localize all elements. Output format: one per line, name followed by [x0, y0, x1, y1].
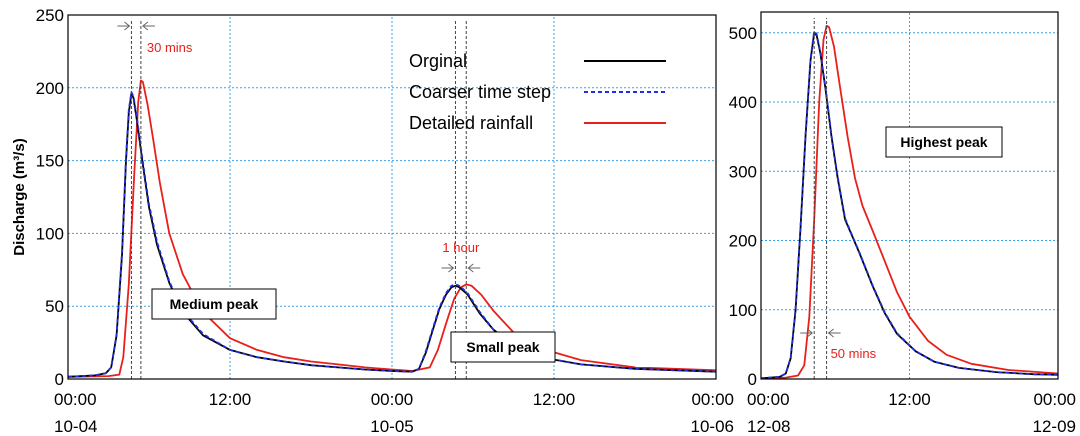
boxed-label-highest-peak: Highest peak — [885, 126, 1003, 158]
boxed-label-text: Small peak — [466, 339, 539, 355]
boxed-label-medium-peak: Medium peak — [151, 288, 277, 320]
right-chart-y-tick-label: 100 — [729, 301, 757, 320]
legend-entry-label: Orginal — [409, 51, 467, 71]
right-chart: 50 mins Highest peak 0 100 200 300 400 500 00:… — [729, 11, 1076, 436]
left-chart-interval-marker: 1 hour — [441, 240, 481, 273]
left-chart-interval-label: 30 mins — [147, 40, 193, 55]
boxed-label-frame — [885, 126, 1003, 158]
right-chart-x-tick-label: 12:00 — [888, 390, 931, 409]
left-chart-y-tick-label: 0 — [55, 370, 64, 389]
left-chart-interval-arrow-left — [441, 263, 455, 273]
left-chart-x-tick-labels: 00:00 10-04 12:00 00:00 10-05 12:00 00:00 10-06 — [54, 390, 734, 436]
left-chart-x-tick-date-label: 10-05 — [370, 417, 413, 436]
left-chart-interval-arrow-right — [142, 21, 155, 31]
right-chart-annotations: 50 mins Highest peak — [800, 18, 1003, 379]
left-chart-x-tick-label: 00:00 — [54, 390, 97, 409]
left-chart-y-tick-label: 100 — [36, 224, 64, 243]
right-chart-y-tick-label: 300 — [729, 162, 757, 181]
left-chart-annotations: 30 mins 1 hour Medium peak Small peak — [117, 21, 556, 379]
left-chart-y-tick-label: 150 — [36, 152, 64, 171]
right-chart-x-tick-date-label: 12-08 — [747, 417, 790, 436]
boxed-label-text: Medium peak — [170, 296, 259, 312]
left-chart-x-tick-label: 00:00 — [691, 390, 734, 409]
left-chart-interval-arrow-right — [467, 263, 481, 273]
right-chart-y-tick-label: 400 — [729, 93, 757, 112]
left-chart-x-tick-label: 12:00 — [533, 390, 576, 409]
left-chart-y-axis-label: Discharge (m³/s) — [11, 138, 28, 256]
boxed-label-small-peak: Small peak — [450, 331, 556, 363]
right-chart-interval-arrow-right — [827, 328, 841, 338]
right-chart-x-tick-labels: 00:00 12-08 12:00 00:00 12-09 — [747, 390, 1076, 436]
right-chart-plot-frame — [760, 11, 1059, 380]
right-chart-x-tick-date-label: 12-09 — [1033, 417, 1076, 436]
right-chart-y-tick-labels: 0 100 200 300 400 500 — [729, 24, 757, 389]
left-chart-grid — [68, 14, 716, 379]
left-chart-interval-marker: 30 mins — [117, 21, 193, 55]
left-chart: 30 mins 1 hour Medium peak Small peak 0 50 10… — [11, 6, 734, 436]
left-chart-interval-arrow-left — [117, 21, 131, 31]
boxed-label-text: Highest peak — [900, 134, 987, 150]
legend-entry-orginal: Orginal — [409, 51, 666, 71]
right-chart-grid — [761, 12, 1058, 379]
left-chart-series-detailed-rainfall — [67, 79, 717, 378]
left-chart-series-coarser-time-step — [67, 91, 717, 378]
right-chart-x-tick-label: 00:00 — [1033, 390, 1076, 409]
legend-entry-label: Detailed rainfall — [409, 113, 533, 133]
left-chart-x-tick-label: 12:00 — [209, 390, 252, 409]
boxed-label-frame — [151, 288, 277, 320]
legend-entry-coarser-time-step: Coarser time step — [409, 82, 666, 102]
right-chart-interval-label: 50 mins — [831, 346, 877, 361]
right-chart-y-tick-label: 0 — [748, 370, 757, 389]
right-chart-interval-arrow-left — [800, 328, 814, 338]
right-chart-series-lines — [760, 24, 1059, 380]
right-chart-x-tick-label: 00:00 — [747, 390, 790, 409]
left-chart-y-tick-labels: 0 50 100 150 200 250 — [36, 6, 64, 389]
right-chart-series-detailed-rainfall — [760, 24, 1059, 380]
left-chart-x-tick-date-label: 10-04 — [54, 417, 97, 436]
left-chart-series-lines — [67, 79, 717, 378]
left-chart-x-tick-label: 00:00 — [371, 390, 414, 409]
right-chart-series-coarser-time-step — [760, 30, 1059, 380]
left-chart-legend: Orginal Coarser time step Detailed rainfal… — [409, 51, 666, 133]
left-chart-y-tick-label: 50 — [45, 297, 64, 316]
left-chart-y-tick-label: 250 — [36, 6, 64, 25]
legend-entry-label: Coarser time step — [409, 82, 551, 102]
legend-entry-detailed-rainfall: Detailed rainfall — [409, 113, 666, 133]
right-chart-y-tick-label: 500 — [729, 24, 757, 43]
right-chart-y-tick-label: 200 — [729, 232, 757, 251]
boxed-label-frame — [450, 331, 556, 363]
left-chart-y-tick-label: 200 — [36, 79, 64, 98]
left-chart-interval-label: 1 hour — [442, 240, 480, 255]
right-chart-interval-marker: 50 mins — [800, 328, 877, 361]
left-chart-plot-frame — [67, 14, 717, 380]
left-chart-x-tick-date-label: 10-06 — [691, 417, 734, 436]
